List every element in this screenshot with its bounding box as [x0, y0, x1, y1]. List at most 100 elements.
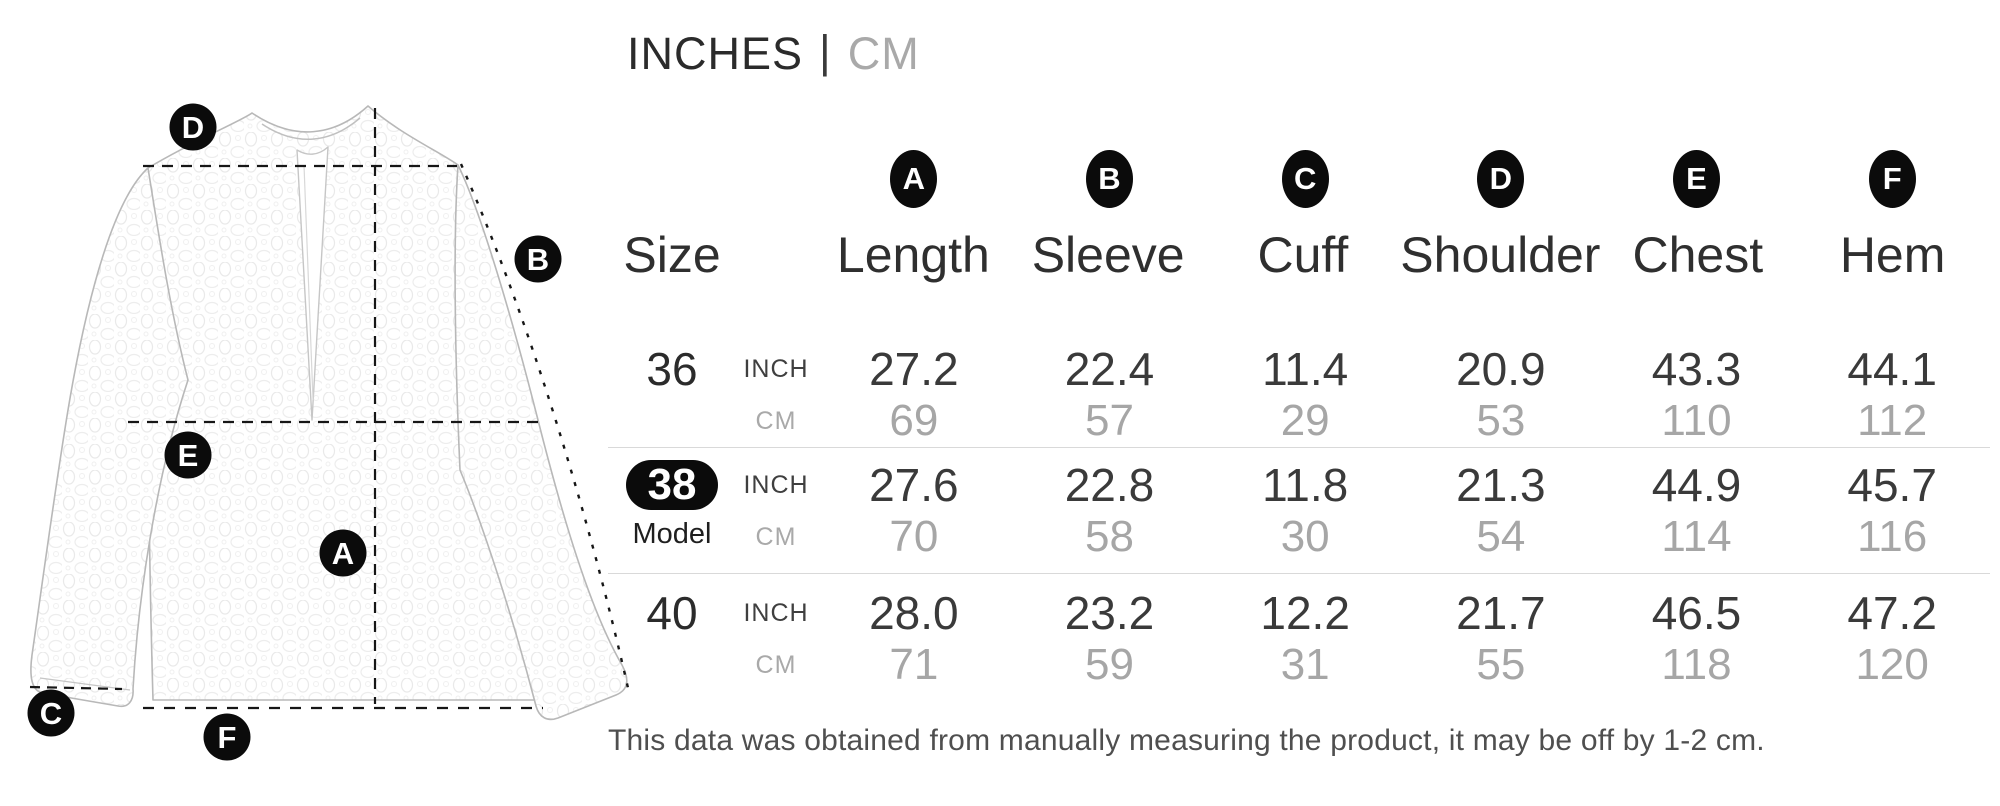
marker-letter-a: A	[332, 536, 354, 571]
cm-value: 69	[889, 396, 939, 445]
cm-value: 29	[1280, 396, 1330, 445]
measure-cell-cuff: 12.2 31	[1207, 584, 1403, 689]
garment-left-sleeve	[30, 167, 189, 708]
column-header-size: Size	[623, 227, 721, 283]
model-label: Model	[632, 517, 712, 550]
inch-value: 45.7	[1847, 459, 1937, 511]
measure-cell-chest: 43.3 110	[1599, 340, 1795, 445]
cm-value: 30	[1280, 512, 1330, 561]
diagram-marker-f: F	[203, 713, 251, 761]
cm-value: 58	[1085, 512, 1134, 561]
measure-cell-sleeve: 23.2 59	[1012, 584, 1208, 689]
cuff-measure-line	[29, 685, 123, 691]
badge-cell-empty-unit	[736, 150, 816, 208]
garment-neck-fold	[303, 164, 314, 401]
badge-cell-d: D	[1403, 150, 1599, 208]
sleeve-measure-line	[459, 163, 630, 689]
cm-value: 120	[1855, 640, 1929, 689]
measure-cell-cuff: 11.4 29	[1207, 340, 1403, 445]
badge-cell-f: F	[1794, 150, 1990, 208]
unit-toggle: INCHES | CM	[627, 26, 920, 80]
cm-value: 53	[1476, 396, 1526, 445]
size-chart-panel: INCHES | CM A B C D E F Size Length Slee…	[608, 0, 1990, 806]
measure-cell-shoulder: 20.9 53	[1403, 340, 1599, 445]
measure-cell-hem: 44.1 112	[1794, 340, 1990, 445]
diagram-marker-c: C	[27, 689, 75, 737]
measure-cell-shoulder: 21.3 54	[1403, 456, 1599, 561]
column-header-shoulder: Shoulder	[1400, 227, 1601, 283]
inch-value: 11.4	[1262, 343, 1349, 395]
inch-value: 44.9	[1651, 459, 1742, 511]
inch-value: 46.5	[1651, 587, 1742, 639]
inch-value: 23.2	[1064, 587, 1155, 639]
inch-value: 43.3	[1651, 343, 1742, 395]
inch-value: 22.8	[1064, 459, 1155, 511]
cm-value: 114	[1661, 512, 1732, 561]
cm-value: 54	[1476, 512, 1526, 561]
unit-cell: INCH CM	[736, 456, 816, 560]
cm-value: 112	[1857, 396, 1928, 445]
garment-measurement-diagram: D B E A C F	[10, 80, 660, 800]
diagram-marker-a: A	[319, 529, 367, 577]
badge-cell-a: A	[816, 150, 1012, 208]
table-row-size-36: 36 INCH CM 27.2 69 22.4 57 11.4 29 20.9 …	[608, 340, 1990, 445]
measurement-disclaimer: This data was obtained from manually mea…	[608, 724, 1765, 757]
unit-label-cm: CM	[755, 522, 797, 551]
cm-value: 59	[1085, 640, 1134, 689]
inch-value: 21.3	[1456, 459, 1546, 511]
unit-cell: INCH CM	[736, 340, 816, 444]
cm-value: 71	[889, 640, 939, 689]
marker-letter-f: F	[218, 720, 237, 755]
size-cell-40: 40	[608, 584, 736, 688]
column-header-length: Length	[836, 227, 990, 283]
diagram-marker-d: D	[169, 103, 217, 151]
measure-cell-sleeve: 22.8 58	[1012, 456, 1208, 561]
badge-cell-b: B	[1012, 150, 1208, 208]
table-header-badges: A B C D E F	[608, 150, 1990, 208]
column-header-chest: Chest	[1632, 227, 1764, 283]
garment-right-sleeve	[454, 164, 628, 721]
row-separator	[608, 573, 1990, 574]
column-badge-e: E	[1672, 150, 1720, 208]
cm-value: 55	[1476, 640, 1526, 689]
badge-cell-empty-size	[608, 150, 736, 208]
table-header-labels: Size Length Sleeve Cuff Shoulder Chest H…	[608, 226, 1990, 284]
inch-value: 27.6	[869, 459, 959, 511]
measure-cell-length: 27.2 69	[816, 340, 1012, 445]
unit-cell: INCH CM	[736, 584, 816, 688]
measure-cell-hem: 47.2 120	[1794, 584, 1990, 689]
inch-value: 21.7	[1456, 587, 1546, 639]
measure-cell-sleeve: 22.4 57	[1012, 340, 1208, 445]
size-value: 36	[646, 343, 698, 395]
column-header-cuff: Cuff	[1257, 227, 1349, 283]
unit-label-inch: INCH	[743, 598, 809, 627]
measure-cell-cuff: 11.8 30	[1207, 456, 1403, 561]
garment-collar	[261, 117, 361, 141]
column-badge-a: A	[890, 150, 938, 208]
unit-label-cm: CM	[755, 406, 797, 435]
unit-label-inch: INCH	[743, 470, 809, 499]
unit-label-inch: INCH	[743, 354, 809, 383]
badge-cell-c: C	[1207, 150, 1403, 208]
inch-value: 44.1	[1847, 343, 1937, 395]
unit-toggle-inches[interactable]: INCHES	[627, 28, 804, 79]
measure-cell-length: 27.6 70	[816, 456, 1012, 561]
size-pill-highlight: 38	[626, 460, 718, 510]
column-header-hem: Hem	[1839, 227, 1946, 283]
measure-cell-chest: 46.5 118	[1599, 584, 1795, 689]
marker-letter-e: E	[178, 438, 199, 473]
unit-toggle-divider: |	[819, 26, 832, 77]
inch-value: 47.2	[1847, 587, 1937, 639]
cm-value: 70	[889, 512, 939, 561]
column-badge-c: C	[1281, 150, 1329, 208]
inch-value: 20.9	[1456, 343, 1546, 395]
diagram-marker-b: B	[514, 235, 562, 283]
marker-letter-b: B	[527, 242, 549, 277]
diagram-marker-e: E	[164, 431, 212, 479]
inch-value: 27.2	[869, 343, 959, 395]
measure-cell-shoulder: 21.7 55	[1403, 584, 1599, 689]
unit-toggle-cm[interactable]: CM	[847, 28, 920, 79]
inch-value: 28.0	[869, 587, 959, 639]
column-header-sleeve: Sleeve	[1031, 227, 1185, 283]
cm-value: 31	[1280, 640, 1330, 689]
